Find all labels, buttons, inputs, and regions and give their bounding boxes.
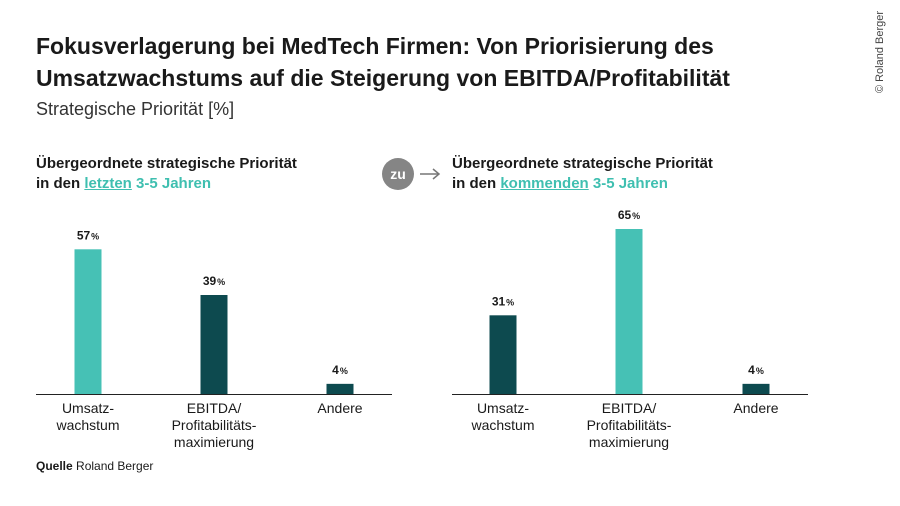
- transition-connector: zu: [382, 158, 444, 190]
- source-note: Quelle Roland Berger: [36, 459, 154, 473]
- category-label: Andere: [733, 400, 778, 416]
- chart-subtitle: Strategische Priorität [%]: [36, 99, 235, 119]
- value-label: 4%: [748, 363, 764, 377]
- category-label: EBITDA/Profitabilitäts-maximierung: [172, 400, 257, 450]
- bar-2-2: [615, 229, 643, 394]
- value-label: 65%: [618, 208, 640, 222]
- bar-1-2: [200, 295, 228, 394]
- chart-title: Fokusverlagerung bei MedTech Firmen: Von…: [36, 33, 730, 91]
- category-label: Umsatz-wachstum: [470, 400, 534, 433]
- category-label: Andere: [317, 400, 362, 416]
- highlight-letzten: letzten: [84, 175, 132, 192]
- highlight-kommenden: kommenden: [500, 175, 589, 192]
- bar-2-3: [742, 383, 770, 394]
- panel-heading-left: Übergeordnete strategische Priorität in …: [36, 154, 297, 194]
- chart-panel-2: 31% Umsatz-wachstum 65% EBITDA/Profitabilit…: [452, 208, 808, 450]
- panel-heading-right: Übergeordnete strategische Priorität in …: [452, 154, 713, 194]
- value-label: 57%: [77, 228, 99, 242]
- panel-heading-right-line1: Übergeordnete strategische Priorität: [452, 155, 713, 172]
- value-label: 31%: [492, 294, 514, 308]
- chart-panel-1: 57% Umsatz-wachstum 39% EBITDA/Profitabilit…: [36, 228, 392, 450]
- panel-heading-right-line2: in den kommenden 3-5 Jahren: [452, 175, 668, 192]
- bar-2-1: [489, 315, 517, 394]
- value-label: 4%: [332, 363, 348, 377]
- arrow-right-icon: [420, 168, 441, 180]
- bar-1-3: [326, 383, 354, 394]
- panel-heading-left-line1: Übergeordnete strategische Priorität: [36, 155, 297, 172]
- bar-1-1: [74, 249, 102, 394]
- zu-badge: zu: [382, 158, 414, 190]
- value-label: 39%: [203, 274, 225, 288]
- category-label: EBITDA/Profitabilitäts-maximierung: [587, 400, 672, 450]
- category-label: Umsatz-wachstum: [55, 400, 119, 433]
- panel-heading-left-line2: in den letzten 3-5 Jahren: [36, 175, 212, 192]
